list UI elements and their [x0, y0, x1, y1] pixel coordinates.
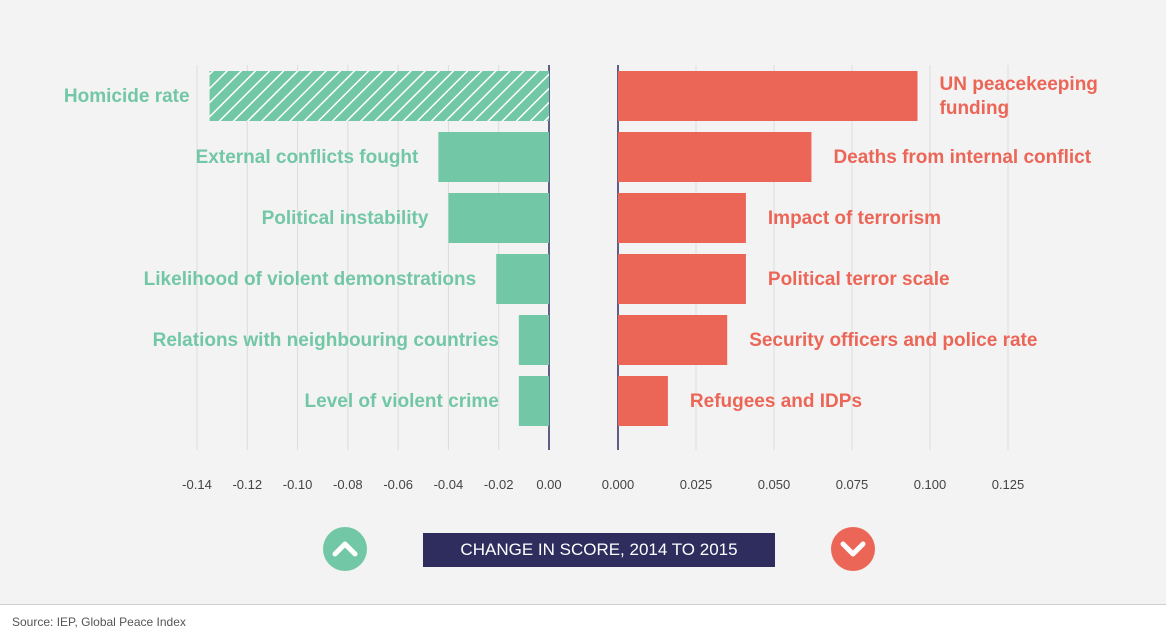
x-tick-label: -0.14 — [182, 477, 212, 492]
down-chevron — [840, 541, 866, 557]
bar — [618, 71, 918, 121]
bar — [618, 376, 668, 426]
category-label: Likelihood of violent demonstrations — [143, 269, 477, 290]
category-label: External conflicts fought — [195, 147, 419, 168]
x-tick-label: 0.075 — [836, 477, 869, 492]
x-tick-label: -0.04 — [434, 477, 464, 492]
category-label: Political instability — [261, 208, 429, 229]
x-tick-label: 0.025 — [680, 477, 713, 492]
chart: -0.14 -0.12 -0.10 -0.08 -0.06 -0.04 -0.02 0.00 0… — [182, 65, 1025, 571]
x-tick-label: -0.08 — [333, 477, 363, 492]
category-label: UN peacekeeping funding — [939, 74, 1098, 119]
x-tick-label: -0.10 — [283, 477, 313, 492]
category-label: Relations with neighbouring countries — [152, 330, 499, 351]
bar — [618, 193, 746, 243]
x-tick-label: 0.050 — [758, 477, 791, 492]
bar — [618, 315, 728, 365]
category-label: Security officers and police rate — [749, 330, 1038, 351]
category-label: Deaths from internal conflict — [833, 147, 1092, 168]
bar — [496, 254, 549, 304]
category-label: Homicide rate — [63, 86, 190, 107]
x-tick-label: 0.125 — [992, 477, 1025, 492]
x-tick-label: -0.06 — [383, 477, 413, 492]
category-label: Level of violent crime — [304, 391, 499, 412]
source-note: Source: IEP, Global Peace Index — [12, 615, 186, 629]
category-label: Refugees and IDPs — [689, 391, 863, 412]
x-axis-title: CHANGE IN SCORE, 2014 TO 2015 — [423, 533, 775, 567]
deteriorate-icon — [831, 527, 875, 571]
bar — [618, 254, 746, 304]
category-label: Political terror scale — [767, 269, 950, 290]
improve-icon — [323, 527, 367, 571]
x-tick-label: 0.00 — [536, 477, 561, 492]
chart-panel — [0, 0, 1166, 605]
x-tick-label: 0.100 — [914, 477, 947, 492]
bar — [518, 315, 549, 365]
bar — [518, 376, 549, 426]
bar — [209, 71, 550, 121]
category-label: Impact of terrorism — [767, 208, 942, 229]
bar — [618, 132, 812, 182]
bar — [438, 132, 549, 182]
up-chevron — [332, 541, 358, 557]
x-tick-label: -0.12 — [232, 477, 262, 492]
x-tick-label: 0.000 — [602, 477, 635, 492]
x-tick-label: -0.02 — [484, 477, 514, 492]
bar — [448, 193, 549, 243]
